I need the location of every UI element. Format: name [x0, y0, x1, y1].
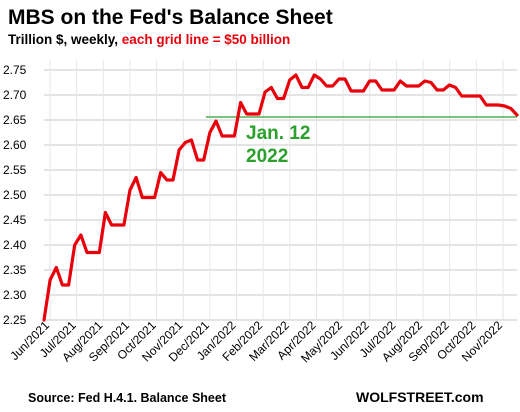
y-tick-label: 2.55 [3, 163, 27, 177]
y-tick-label: 2.60 [3, 138, 27, 152]
x-axis-ticks: Jun/2021Jul/2021Aug/2021Sep/2021Oct/2021… [7, 318, 505, 365]
chart-subtitle: Trillion $, weekly, each grid line = $50… [8, 32, 290, 47]
y-tick-label: 2.65 [3, 113, 27, 127]
brand-label: WOLFSTREET.com [356, 389, 484, 405]
chart-title: MBS on the Fed's Balance Sheet [8, 6, 333, 29]
y-tick-label: 2.70 [3, 88, 27, 102]
subtitle-grid-note: each grid line = $50 billion [122, 32, 290, 47]
y-axis-ticks: 2.75 2.70 2.65 2.60 2.55 2.50 2.45 2.40 2.35 2.30… [3, 63, 27, 327]
reference-label-date: Jan. 12 [246, 123, 310, 144]
y-tick-label: 2.45 [3, 213, 27, 227]
y-tick-label: 2.75 [3, 63, 27, 77]
grid-layer [44, 60, 517, 321]
y-tick-label: 2.50 [3, 188, 27, 202]
source-note: Source: Fed H.4.1. Balance Sheet [28, 391, 227, 405]
subtitle-units: Trillion $, weekly, [8, 32, 122, 47]
y-tick-label: 2.40 [3, 238, 27, 252]
series-layer [42, 73, 519, 322]
series-line-mbs [42, 73, 519, 322]
reference-label-year: 2022 [246, 146, 288, 167]
y-tick-label: 2.25 [3, 313, 27, 327]
y-tick-label: 2.30 [3, 288, 27, 302]
y-tick-label: 2.35 [3, 263, 27, 277]
